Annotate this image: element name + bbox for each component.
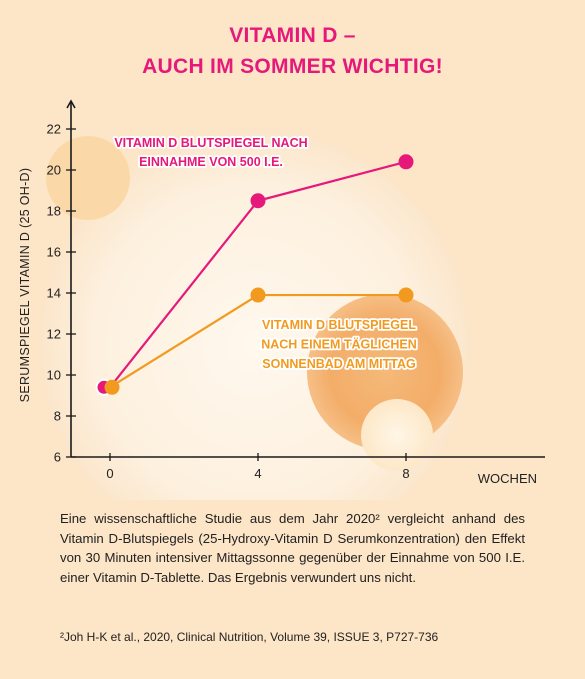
y-tick-label: 20 <box>47 163 61 178</box>
x-tick-label: 8 <box>402 466 409 481</box>
series-labels: VITAMIN D BLUTSPIEGEL NACH EINNAHME VON 5… <box>113 134 419 373</box>
decor-top-left-sun <box>46 136 130 220</box>
y-tick-label: 18 <box>47 204 61 219</box>
chart-title-line-2: AUCH IM SOMMER WICHTIG! <box>142 55 443 78</box>
y-tick-label: 6 <box>54 450 61 465</box>
x-axis-ticks: 0 4 8 <box>106 453 410 481</box>
footnote: ²Joh H-K et al., 2020, Clinical Nutritio… <box>60 630 439 644</box>
y-tick-label: 12 <box>47 327 61 342</box>
data-point-series-1-1 <box>250 287 266 303</box>
y-axis-arrow <box>66 99 76 109</box>
series-label-0-line-1: EINNAHME VON 500 I.E. <box>139 155 283 169</box>
series-label-0-line-0: VITAMIN D BLUTSPIEGEL NACH <box>114 136 307 150</box>
y-tick-label: 8 <box>54 409 61 424</box>
chart-title-line-1: VITAMIN D – <box>229 24 356 47</box>
study-description: Eine wissenschaftliche Studie aus dem Ja… <box>60 509 525 587</box>
series-label-1-line-0: VITAMIN D BLUTSPIEGEL <box>262 318 416 332</box>
x-axis-label: WOCHEN <box>478 471 537 486</box>
data-point-series-0-2 <box>398 154 414 170</box>
description-text: Eine wissenschaftliche Studie aus dem Ja… <box>60 511 525 585</box>
x-tick-label: 0 <box>106 466 113 481</box>
y-axis-label: SERUMSPIEGEL VITAMIN D (25 OH-D) <box>18 168 32 403</box>
decor-orange-sun <box>307 294 463 450</box>
y-tick-label: 10 <box>47 368 61 383</box>
series-label-1-line-1: NACH EINEM TÄGLICHEN <box>261 337 417 352</box>
chart-axes <box>66 99 545 458</box>
y-tick-label: 14 <box>47 286 61 301</box>
x-tick-label: 4 <box>254 466 261 481</box>
y-tick-label: 22 <box>47 122 61 137</box>
data-point-series-1-0 <box>104 379 120 395</box>
y-tick-label: 16 <box>47 245 61 260</box>
decor-small-light-sun <box>361 399 433 471</box>
data-point-series-0-1 <box>250 193 266 209</box>
y-axis-ticks: 6 8 10 12 14 16 18 20 22 <box>47 122 76 465</box>
line-chart: 6 8 10 12 14 16 18 20 22 0 4 8 WOCHEN SERUMSPIEGEL… <box>18 99 545 500</box>
data-point-series-1-2 <box>398 287 414 303</box>
series-label-1-line-2: SONNENBAD AM MITTAG <box>262 357 415 371</box>
chart-series <box>95 154 414 396</box>
